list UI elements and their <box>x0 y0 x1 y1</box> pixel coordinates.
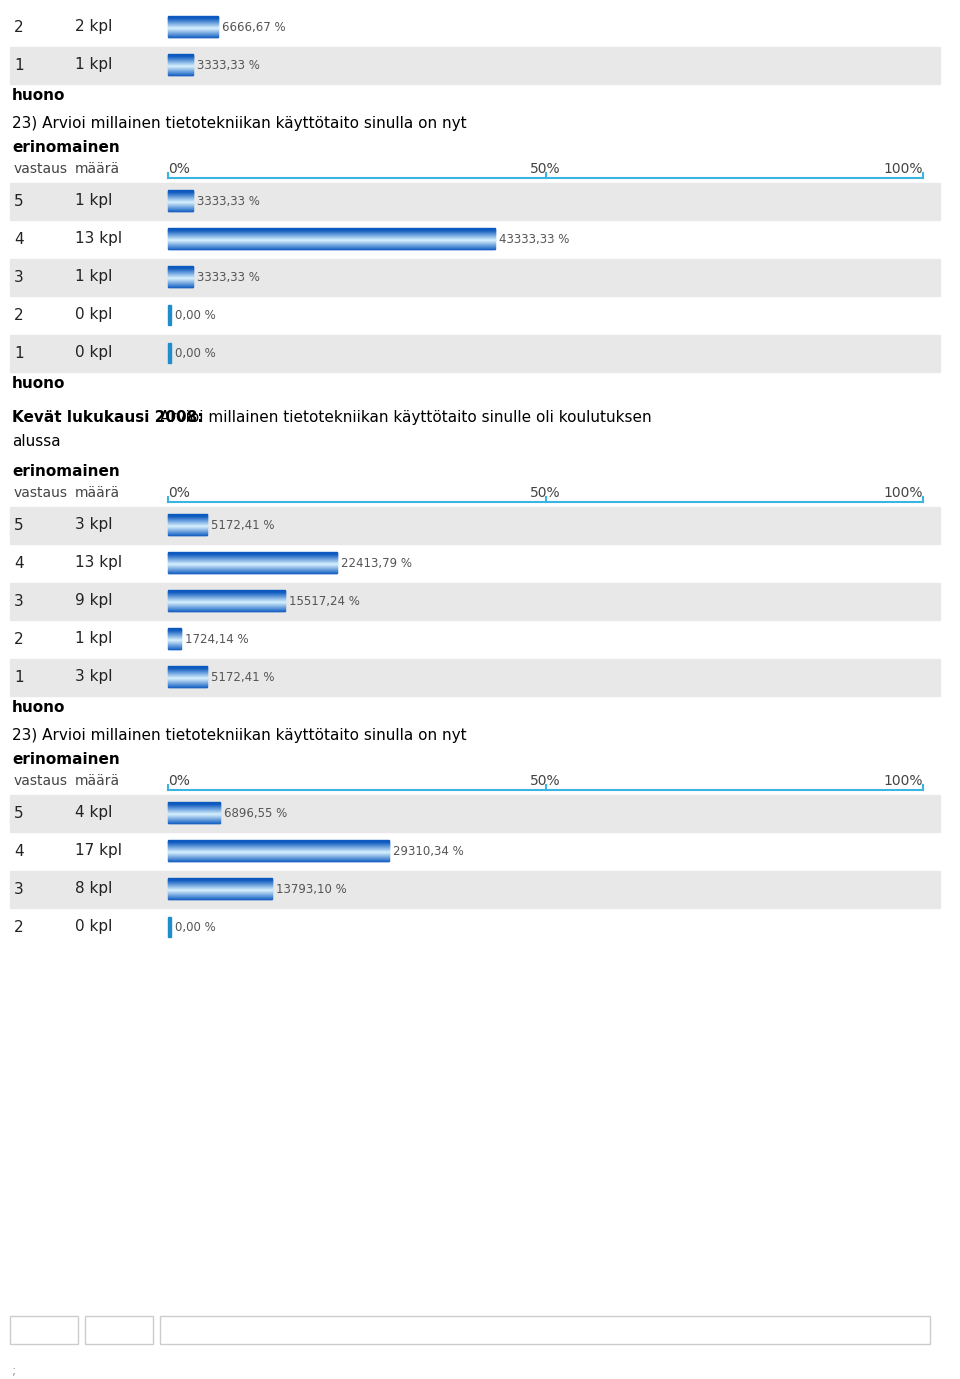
Text: 0 kpl: 0 kpl <box>75 920 112 935</box>
Bar <box>168 305 171 325</box>
Bar <box>85 1316 153 1345</box>
Text: 29310,34 %: 29310,34 % <box>394 844 464 858</box>
Text: 4: 4 <box>14 232 24 247</box>
Bar <box>160 1316 930 1345</box>
Text: 0 kpl: 0 kpl <box>75 308 112 323</box>
Text: vastaus: vastaus <box>14 485 68 501</box>
Text: 2: 2 <box>14 19 24 34</box>
Text: 6896,55 %: 6896,55 % <box>224 807 287 819</box>
Text: vastaus: vastaus <box>14 161 68 177</box>
Bar <box>10 796 940 832</box>
Text: 17 kpl: 17 kpl <box>75 844 122 859</box>
Text: 2: 2 <box>14 308 24 323</box>
Bar <box>10 872 940 907</box>
Text: vastaus: vastaus <box>14 774 68 787</box>
Text: 1: 1 <box>14 58 24 73</box>
Text: määrä: määrä <box>75 774 120 787</box>
Bar <box>10 1316 78 1345</box>
Text: 8 kpl: 8 kpl <box>75 881 112 896</box>
Text: 1724,14 %: 1724,14 % <box>185 633 249 645</box>
Text: 4: 4 <box>14 844 24 859</box>
Bar <box>10 183 940 221</box>
Text: 0%: 0% <box>168 774 190 787</box>
Text: 3: 3 <box>14 269 24 284</box>
Text: 3 kpl: 3 kpl <box>75 669 112 684</box>
Text: 4 kpl: 4 kpl <box>75 805 112 821</box>
Text: 50%: 50% <box>530 485 561 501</box>
Bar <box>168 917 171 938</box>
Text: 0,00 %: 0,00 % <box>175 309 216 321</box>
Text: 5172,41 %: 5172,41 % <box>211 519 275 531</box>
Bar <box>10 259 940 296</box>
Text: 100%: 100% <box>883 485 923 501</box>
Text: 9 kpl: 9 kpl <box>75 593 112 608</box>
Text: 4: 4 <box>14 556 24 571</box>
Bar <box>10 47 940 84</box>
Text: 3 kpl: 3 kpl <box>75 517 112 532</box>
Text: 1 kpl: 1 kpl <box>75 632 112 647</box>
Text: 1 kpl: 1 kpl <box>75 58 112 73</box>
Text: 5: 5 <box>14 193 24 208</box>
Text: 0 kpl: 0 kpl <box>75 346 112 360</box>
Bar <box>10 659 940 696</box>
Text: 0%: 0% <box>168 485 190 501</box>
Text: 0,00 %: 0,00 % <box>175 346 216 360</box>
Bar <box>168 342 171 364</box>
Text: erinomainen: erinomainen <box>12 141 120 154</box>
Text: 13793,10 %: 13793,10 % <box>276 883 347 895</box>
Text: määrä: määrä <box>75 485 120 501</box>
Text: 2 kpl: 2 kpl <box>75 19 112 34</box>
Text: 13 kpl: 13 kpl <box>75 232 122 247</box>
Text: 2: 2 <box>14 920 24 935</box>
Text: 3: 3 <box>14 593 24 608</box>
Text: 23) Arvioi millainen tietotekniikan käyttötaito sinulla on nyt: 23) Arvioi millainen tietotekniikan käyt… <box>12 728 467 743</box>
Text: 3333,33 %: 3333,33 % <box>197 58 260 72</box>
Text: 1: 1 <box>14 346 24 360</box>
Text: Arvioi millainen tietotekniikan käyttötaito sinulle oli koulutuksen: Arvioi millainen tietotekniikan käyttöta… <box>155 410 652 425</box>
Text: 100%: 100% <box>883 161 923 177</box>
Text: 3: 3 <box>14 881 24 896</box>
Text: huono: huono <box>12 88 65 103</box>
Text: 1 kpl: 1 kpl <box>75 269 112 284</box>
Text: Kevät lukukausi 2008:: Kevät lukukausi 2008: <box>12 410 204 425</box>
Text: ;: ; <box>12 1365 16 1378</box>
Text: määrä: määrä <box>75 161 120 177</box>
Text: 22413,79 %: 22413,79 % <box>341 557 412 570</box>
Text: 50%: 50% <box>530 161 561 177</box>
Text: 2: 2 <box>14 632 24 647</box>
Bar <box>10 335 940 372</box>
Text: huono: huono <box>12 701 65 714</box>
Text: 50%: 50% <box>530 774 561 787</box>
Text: huono: huono <box>12 376 65 392</box>
Text: 0%: 0% <box>168 161 190 177</box>
Bar <box>10 507 940 543</box>
Text: 1 kpl: 1 kpl <box>75 193 112 208</box>
Text: 3333,33 %: 3333,33 % <box>197 270 260 284</box>
Text: 6666,67 %: 6666,67 % <box>223 21 286 33</box>
Text: erinomainen: erinomainen <box>12 463 120 479</box>
Text: 5: 5 <box>14 517 24 532</box>
Text: 100%: 100% <box>883 774 923 787</box>
Text: 3333,33 %: 3333,33 % <box>197 194 260 207</box>
Text: erinomainen: erinomainen <box>12 752 120 767</box>
Text: 0,00 %: 0,00 % <box>175 921 216 934</box>
Text: 43333,33 %: 43333,33 % <box>499 233 569 245</box>
Text: 5172,41 %: 5172,41 % <box>211 670 275 684</box>
Text: 23) Arvioi millainen tietotekniikan käyttötaito sinulla on nyt: 23) Arvioi millainen tietotekniikan käyt… <box>12 116 467 131</box>
Text: 13 kpl: 13 kpl <box>75 556 122 571</box>
Text: 15517,24 %: 15517,24 % <box>289 594 360 608</box>
Text: 5: 5 <box>14 805 24 821</box>
Text: alussa: alussa <box>12 434 60 450</box>
Text: 1: 1 <box>14 669 24 684</box>
Bar <box>10 583 940 621</box>
